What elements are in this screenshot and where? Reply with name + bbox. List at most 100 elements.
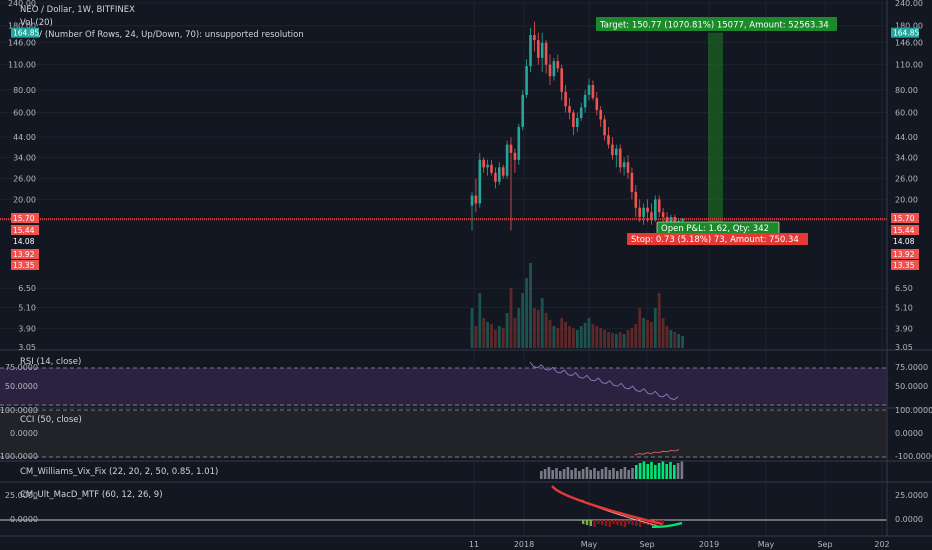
candle-body [595, 98, 599, 110]
vix-bar [631, 468, 634, 479]
price-tag-left: 14.08 [11, 236, 39, 246]
price-axis-left[interactable]: 240.00 180.00 146.00 110.00 80.00 60.00 44.00 3… [8, 0, 39, 352]
macd-hist-bar [597, 520, 600, 524]
vix-bar [665, 464, 668, 479]
macd-hist-bar [601, 520, 604, 525]
volume-bar [575, 330, 579, 348]
indicator-tick-right: 25.0000 [895, 491, 928, 500]
time-axis[interactable]: 11 2018 May Sep 2019 May Sep 202 [469, 540, 890, 549]
candle-body [552, 61, 556, 77]
candle [587, 78, 591, 101]
price-tag-label: 13.35 [893, 261, 915, 270]
macd-hist-bar [585, 520, 589, 525]
price-tick-left: 60.00 [13, 109, 36, 118]
volume-bar [529, 263, 532, 348]
candle [591, 80, 595, 101]
stop-text: Stop: 0.73 (5.18%) 73, Amount: 750.34 [631, 235, 799, 245]
vix-bar [604, 467, 608, 479]
vix-bar [570, 470, 573, 479]
volume-bar [669, 330, 673, 348]
candle [622, 157, 626, 176]
price-axis-right[interactable]: 240.00 180.00 146.00 110.00 80.00 60.00 44.00 3… [891, 0, 923, 352]
candle-body [615, 148, 618, 156]
volume-bar [482, 318, 486, 348]
candle [646, 199, 649, 223]
time-tick: Sep [817, 540, 832, 549]
vix-bar [650, 462, 653, 479]
macd-hist-bar [631, 520, 634, 525]
cci-pane: CCI (50, close) [0, 409, 887, 458]
macd-pane: CM_Ult_MacD_MTF (60, 12, 26, 9) [0, 485, 887, 529]
candle [615, 144, 618, 168]
target-text: Target: 150.77 (1070.81%) 15077, Amount:… [599, 21, 829, 31]
time-tick: 202 [874, 540, 889, 549]
price-tag-left: 15.70 [11, 213, 39, 223]
candle-body [470, 195, 474, 206]
indicator-tick-left: -100.0000 [0, 452, 38, 461]
price-tag-label: 164.85 [13, 29, 39, 38]
macd-hist-bar [627, 520, 630, 524]
volume-bar [661, 318, 665, 348]
open-pl-label[interactable]: Open P&L: 1.62, Qty: 342 [656, 221, 780, 235]
candle [572, 109, 575, 136]
volume-bar [583, 323, 587, 348]
candle-body [661, 212, 665, 218]
candle-body [650, 212, 653, 220]
rsi-line [529, 361, 679, 400]
volume-bar [548, 320, 552, 348]
candle [634, 184, 638, 218]
cci-line [634, 449, 680, 456]
price-tick-left: 146.00 [8, 38, 36, 47]
volume-bar [673, 332, 677, 348]
macd-hist-bar [661, 520, 665, 525]
candle-body [626, 162, 630, 173]
vix-bar [676, 463, 680, 479]
candle [517, 123, 521, 165]
rsi-pane: RSI (14, close) [0, 357, 887, 406]
price-tick-right: 146.00 [895, 38, 923, 47]
candle-body [556, 61, 560, 69]
candle-body [634, 191, 638, 208]
price-tag-bg [891, 213, 919, 223]
rsi-legend: RSI (14, close) [20, 357, 81, 367]
candle [513, 148, 517, 173]
price-tag-label: 14.08 [893, 237, 915, 246]
volume-bar [646, 320, 649, 348]
candle [599, 106, 602, 127]
indicator-tick-right: 0.0000 [895, 515, 923, 524]
price-tag-left: 13.35 [11, 260, 39, 270]
time-tick: May [581, 540, 598, 549]
macd-hist-bar [589, 520, 592, 526]
macd-hist-bar [635, 520, 638, 526]
candle-body [681, 218, 684, 222]
macd-legend: CM_Ult_MacD_MTF (60, 12, 26, 9) [20, 490, 163, 500]
volume-legend: Vol (20) [20, 18, 53, 28]
candle [509, 137, 513, 231]
price-tag-bg [891, 249, 919, 259]
candle-body [618, 148, 622, 168]
volume-bar [653, 308, 657, 348]
target-label[interactable]: Target: 150.77 (1070.81%) 15077, Amount:… [596, 17, 837, 31]
indicator-tick-right: 0.0000 [895, 429, 923, 438]
candle-body [537, 40, 540, 58]
vix-bar [654, 465, 657, 479]
candle [490, 159, 493, 176]
volume-bar [665, 326, 669, 348]
price-tick-left: 80.00 [13, 86, 36, 95]
candle [661, 207, 665, 223]
candle [505, 140, 509, 179]
candle-body [517, 126, 521, 160]
volume-bar [536, 310, 540, 348]
macd-line-up [651, 521, 683, 529]
indicator-tick-right: 75.0000 [895, 363, 928, 372]
candle-body [525, 66, 528, 95]
stop-label[interactable]: Stop: 0.73 (5.18%) 73, Amount: 750.34 [627, 233, 808, 245]
volume-bar [470, 308, 474, 348]
volume-bar [650, 322, 653, 348]
candle-body [494, 172, 497, 182]
vix-bar [623, 467, 627, 479]
price-tag-label: 13.92 [13, 250, 35, 259]
vix-bar [540, 471, 543, 479]
price-tag-label: 15.70 [13, 214, 35, 223]
